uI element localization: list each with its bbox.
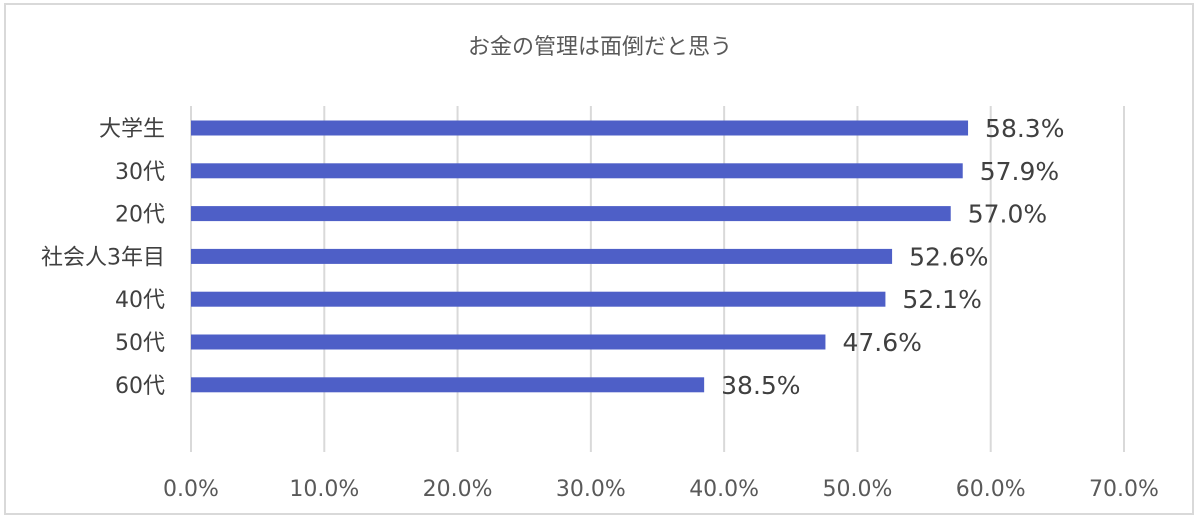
bar [191,291,886,307]
data-label: 52.6% [909,242,988,271]
x-tick-label: 30.0% [556,477,626,502]
bar [191,206,951,222]
data-labels: 58.3% 57.9% 57.0% 52.6% 52.1% 47.6% 38.5% [721,114,1064,400]
x-tick-label: 20.0% [423,477,493,502]
bar [191,334,826,350]
data-label: 38.5% [721,371,800,400]
x-tick-labels: 0.0% 10.0% 20.0% 30.0% 40.0% 50.0% 60.0% 70.0% [163,477,1159,502]
category-label: 大学生 [99,117,165,142]
bar [191,163,963,179]
data-label: 57.0% [968,200,1047,229]
category-label: 60代 [115,374,165,399]
bars [191,120,969,393]
chart-title: お金の管理は面倒だと思う [468,35,732,60]
x-tick-label: 10.0% [289,477,359,502]
category-label: 社会人3年目 [41,245,165,270]
x-tick-label: 50.0% [822,477,892,502]
x-tick-label: 0.0% [163,477,219,502]
category-label: 40代 [115,288,165,313]
category-label: 30代 [115,160,165,185]
category-label: 20代 [115,203,165,228]
x-tick-label: 60.0% [956,477,1026,502]
bar [191,377,705,393]
x-tick-label: 70.0% [1089,477,1159,502]
data-label: 58.3% [985,114,1064,143]
data-label: 47.6% [842,328,921,357]
data-label: 57.9% [980,157,1059,186]
category-label: 50代 [115,331,165,356]
data-label: 52.1% [902,285,981,314]
bar [191,120,969,136]
bar [191,248,893,264]
x-tick-label: 40.0% [689,477,759,502]
